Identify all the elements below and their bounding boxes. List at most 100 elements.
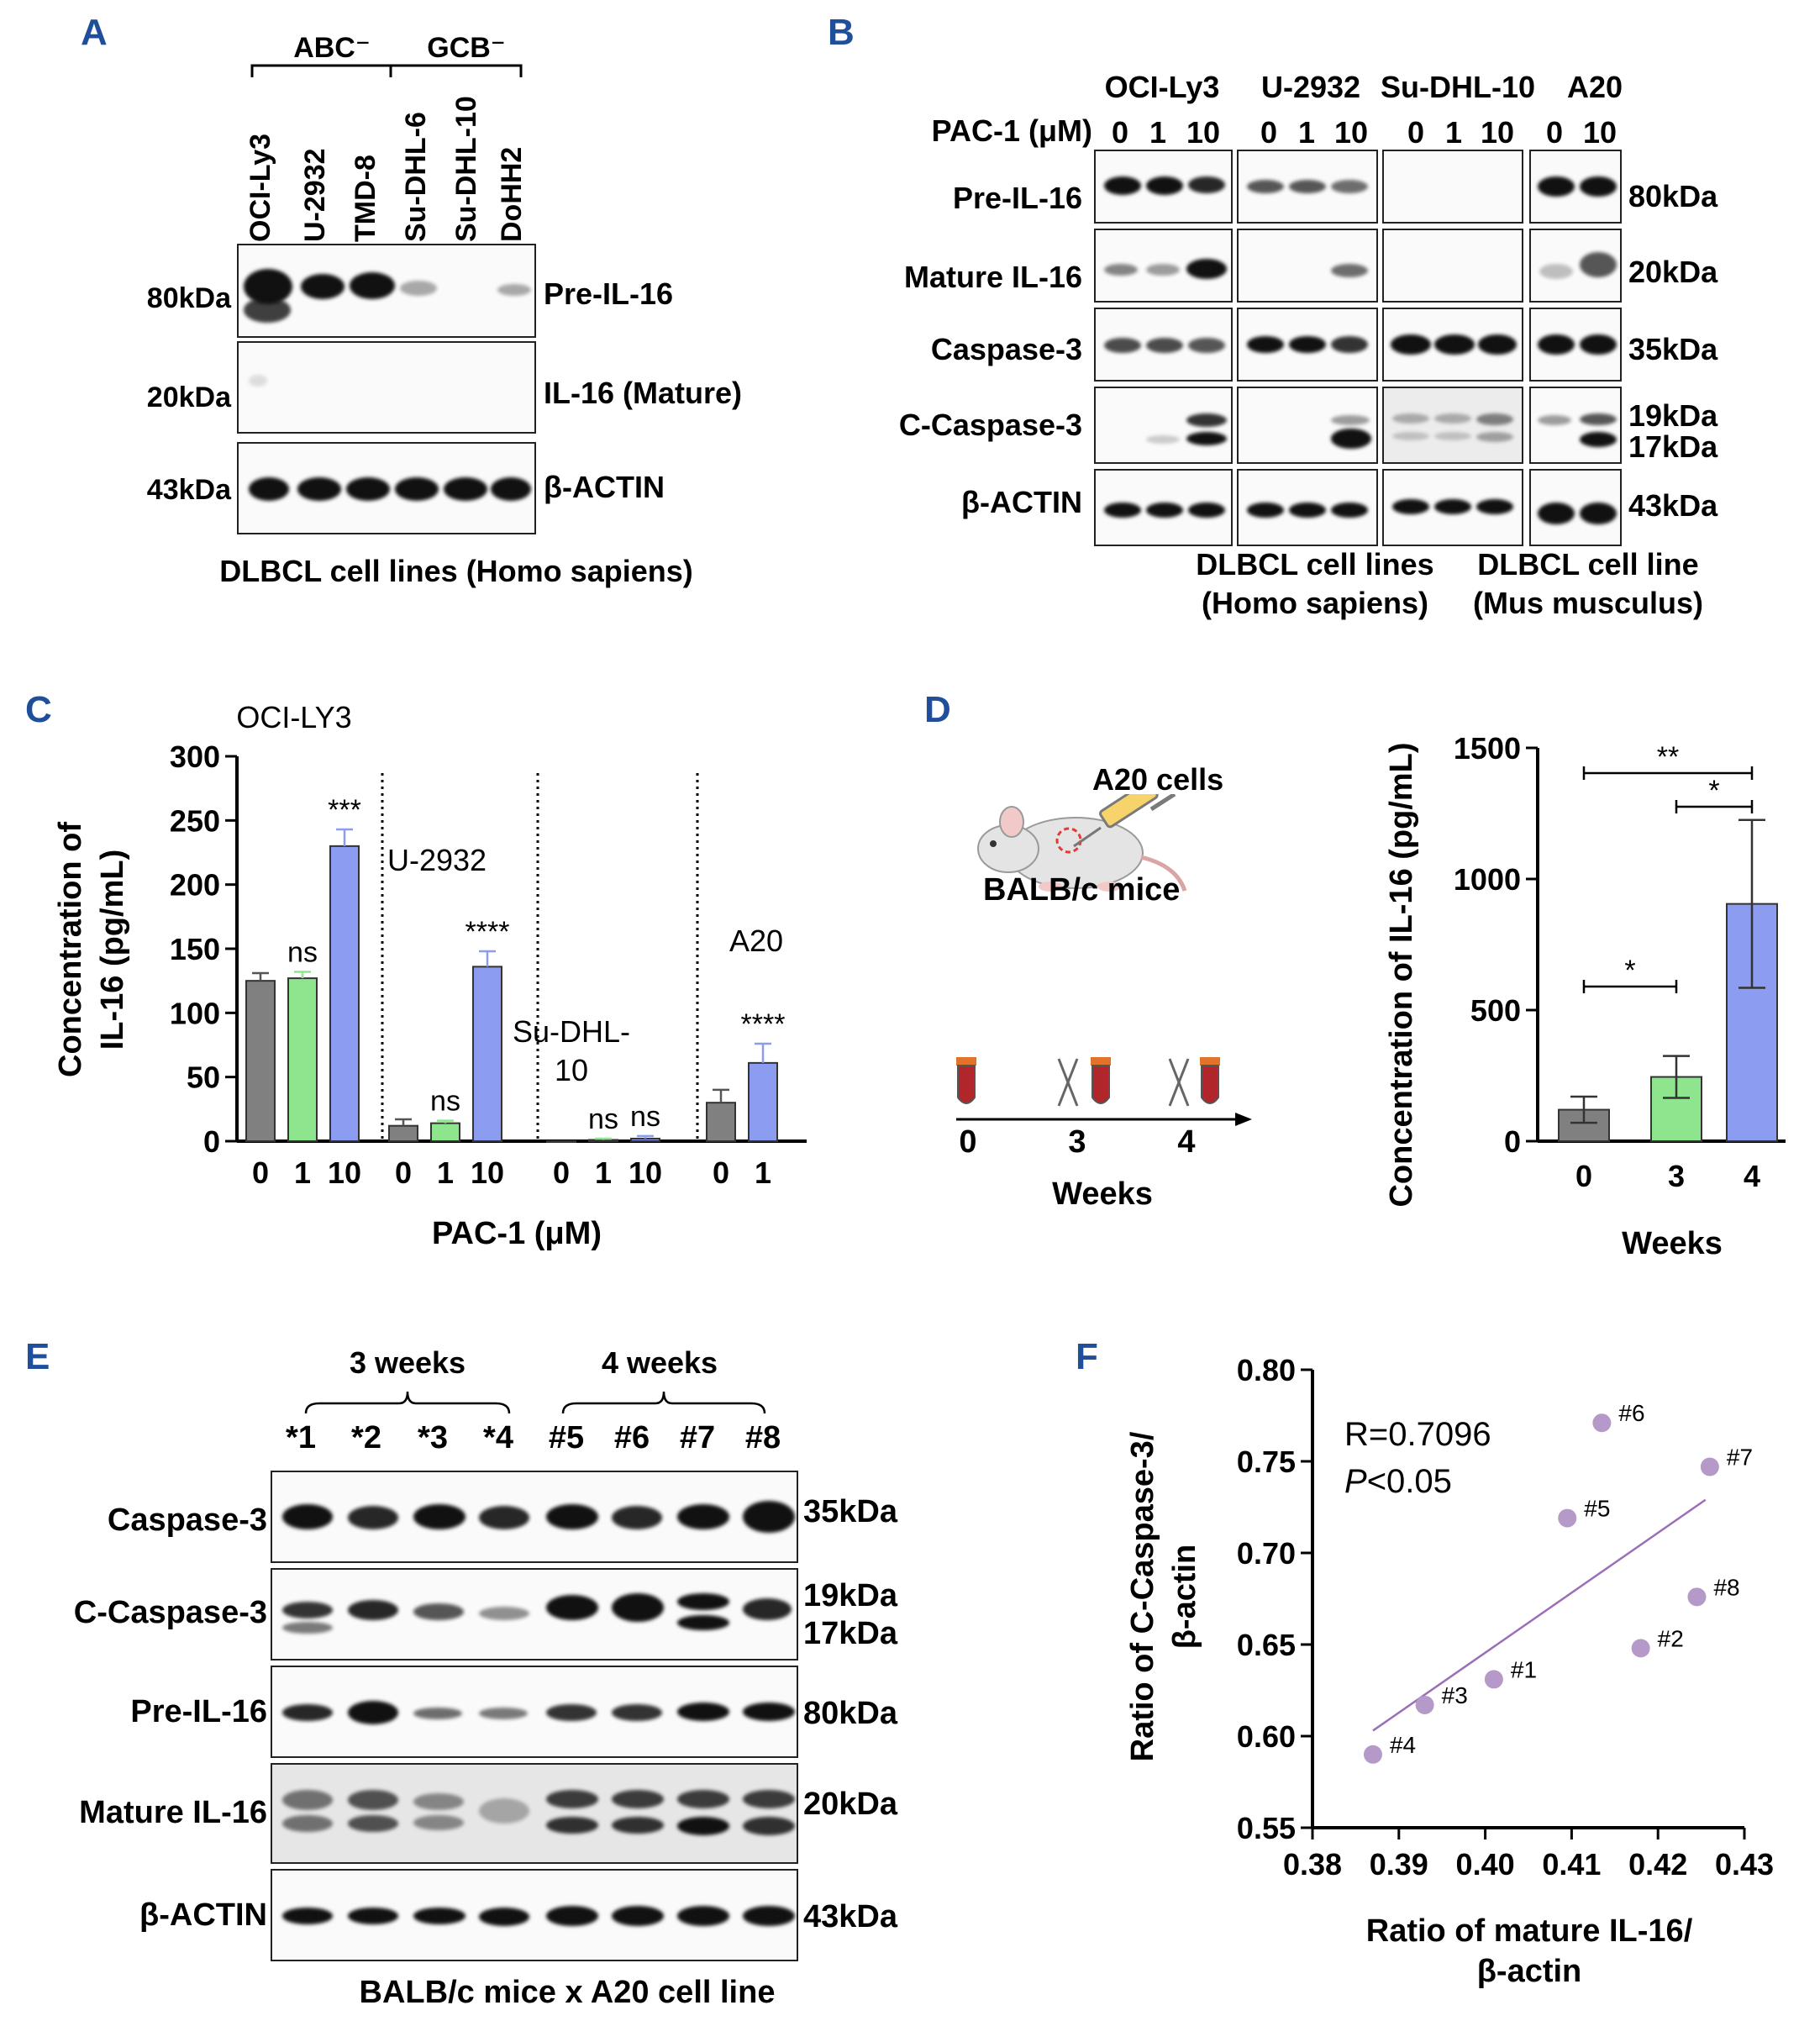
significance-label: *: [1708, 775, 1719, 807]
x-tick-label: 10: [471, 1155, 504, 1190]
x-tick-label: 10: [328, 1155, 361, 1190]
data-point: [1592, 1413, 1612, 1433]
lane-label: #7: [679, 1420, 716, 1455]
protein-label: IL-16 (Mature): [544, 376, 743, 410]
marker-label: 19kDa: [1628, 398, 1718, 433]
data-point: [1484, 1670, 1503, 1689]
protein-label: Pre-IL-16: [952, 181, 1082, 215]
bar: [388, 1124, 418, 1142]
dose-label: 0: [1111, 115, 1129, 150]
caption-human-1: DLBCL cell lines: [1196, 547, 1434, 582]
marker-label: 17kDa: [803, 1616, 897, 1651]
marker-label: 35kDa: [803, 1494, 897, 1529]
lane-label: Su-DHL-10: [450, 96, 482, 242]
blot-caspase3-e: [271, 1471, 798, 1563]
panel-label-c: C: [25, 689, 52, 730]
y-axis-label: β-actin: [1167, 1545, 1202, 1650]
y-tick-label: 300: [170, 739, 220, 774]
data-point: [1700, 1457, 1719, 1476]
y-tick-label: 1500: [1454, 731, 1521, 766]
marker-label: 80kDa: [1628, 179, 1718, 213]
data-point: [1631, 1639, 1650, 1658]
y-tick-label: 0: [1504, 1124, 1521, 1159]
timeline-tick: 3: [1068, 1124, 1086, 1160]
significance-bracket: [1582, 980, 1678, 993]
blot-box: [1382, 387, 1523, 464]
x-tick-label: 0.41: [1542, 1847, 1601, 1882]
x-tick-label: 0: [553, 1155, 570, 1190]
marker-label: 80kDa: [146, 282, 231, 314]
y-tick-label: 50: [187, 1060, 220, 1095]
marker-label: 17kDa: [1628, 429, 1718, 464]
blot-box: [1382, 469, 1523, 546]
lane-label: Su-DHL-6: [400, 112, 432, 242]
x-tick-label: 0: [252, 1155, 269, 1190]
x-tick-label: 0.38: [1283, 1847, 1342, 1882]
x-tick-label: 1: [595, 1155, 612, 1190]
stat-p: P<0.05: [1344, 1463, 1452, 1500]
marker-label: 20kDa: [803, 1787, 897, 1822]
blot-box: [1094, 229, 1233, 303]
blot-box: [1529, 387, 1622, 464]
bar: [748, 1061, 778, 1142]
bar: [430, 1122, 460, 1143]
stat-r: R=0.7096: [1344, 1416, 1491, 1453]
cell-line-label: U-2932: [1260, 70, 1361, 104]
protein-label: β-ACTIN: [139, 1897, 267, 1933]
dose-label: 1: [1297, 115, 1316, 150]
lane-label: *3: [418, 1420, 448, 1455]
significance-label: *: [1624, 955, 1635, 987]
x-tick-label: 0.43: [1715, 1847, 1774, 1882]
y-tick-label: 0.55: [1237, 1811, 1296, 1845]
y-tick-label: 200: [170, 868, 220, 903]
significance-label: ****: [466, 916, 510, 948]
significance-label: ns: [588, 1103, 618, 1135]
x-tick-label: 10: [629, 1155, 662, 1190]
blot-box: [1529, 150, 1622, 224]
significance-bracket: [1582, 766, 1754, 780]
timeline-tick: 4: [1177, 1124, 1196, 1160]
significance-label: **: [1657, 741, 1679, 773]
panel-label-d: D: [924, 689, 951, 730]
protein-label: Caspase-3: [930, 332, 1082, 366]
x-tick-label: 0: [395, 1155, 412, 1190]
timeline: [956, 1057, 1252, 1126]
blood-tube-icon: [1091, 1057, 1111, 1104]
group-label: A20: [729, 924, 783, 958]
protein-label: Caspase-3: [107, 1503, 267, 1538]
lane-label: *4: [483, 1420, 513, 1455]
blot-box: [1094, 150, 1233, 224]
y-axis-label: Concentration of IL-16 (pg/mL): [1384, 742, 1419, 1207]
blot-box: [1529, 469, 1622, 546]
y-tick-label: 0.60: [1237, 1719, 1296, 1754]
lane-label: U-2932: [299, 148, 331, 242]
data-point: [1687, 1587, 1707, 1607]
data-point: [1558, 1508, 1577, 1528]
point-label: #3: [1442, 1682, 1468, 1708]
cell-line-label: Su-DHL-10: [1380, 70, 1536, 104]
syringe-icon: [1073, 794, 1176, 848]
chart-f: 0.55 0.60 0.65 0.70 0.75 0.80 0.38 0.39 0.40 0.41…: [1125, 1353, 1774, 1989]
protein-label: β-ACTIN: [544, 470, 665, 504]
timeline-label: Weeks: [1052, 1176, 1153, 1212]
panel-label-b: B: [828, 12, 855, 53]
x-tick-label: 0.39: [1370, 1847, 1428, 1882]
bar: [472, 966, 502, 1142]
y-axis-label: Concentration of IL-16 (pg/mL): [53, 822, 130, 1077]
dose-label: 10: [1582, 115, 1617, 150]
y-tick-label: 0.65: [1237, 1628, 1296, 1662]
blot-box: [1529, 229, 1622, 303]
blot-box: [1237, 469, 1378, 546]
x-tick-label: 3: [1668, 1159, 1685, 1193]
lane-label: #6: [613, 1420, 650, 1455]
panel-e-caption: BALB/c mice x A20 cell line: [359, 1975, 776, 2010]
y-tick-label: 250: [170, 803, 220, 838]
significance-label: ns: [287, 936, 318, 968]
blot-actin-e: [271, 1869, 798, 1961]
point-label: #6: [1618, 1400, 1644, 1426]
caption-mouse-1: DLBCL cell line: [1477, 547, 1699, 582]
blot-box: [1529, 308, 1622, 382]
mouse-icon: [977, 806, 1187, 892]
y-tick-label: 500: [1470, 993, 1521, 1028]
x-tick-label: 4: [1744, 1159, 1760, 1193]
